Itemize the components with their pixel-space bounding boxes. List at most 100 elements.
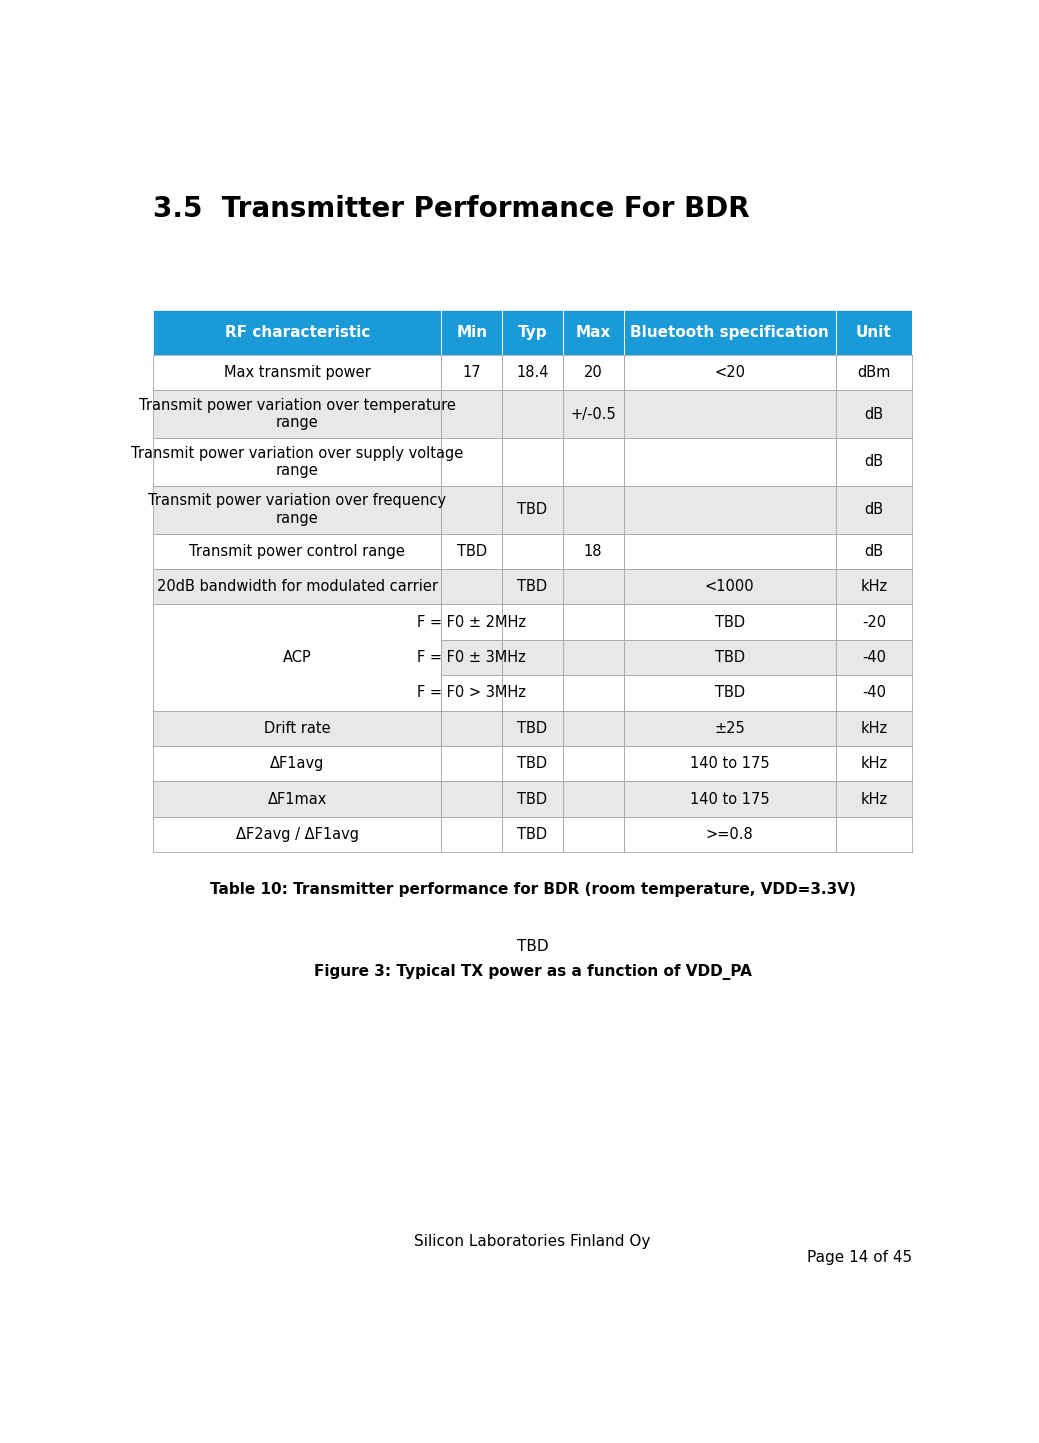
Text: ACP: ACP [283, 649, 312, 665]
Bar [836, 486, 912, 534]
Bar [153, 310, 442, 355]
Text: 140 to 175: 140 to 175 [690, 792, 770, 807]
Text: TBD: TBD [517, 827, 548, 843]
Bar [563, 310, 623, 355]
Bar [153, 534, 442, 569]
Text: TBD: TBD [517, 756, 548, 771]
Bar [153, 569, 442, 605]
Bar [623, 355, 836, 390]
Bar [836, 390, 912, 439]
Text: dBm: dBm [857, 365, 890, 380]
Text: kHz: kHz [860, 579, 887, 595]
Bar [442, 675, 502, 710]
Text: ±25: ±25 [715, 722, 745, 736]
Bar [502, 569, 563, 605]
Bar [502, 439, 563, 486]
Bar [836, 675, 912, 710]
Text: -20: -20 [862, 615, 886, 629]
Bar [442, 817, 502, 853]
Text: Min: Min [456, 325, 487, 341]
Text: 20: 20 [584, 365, 603, 380]
Bar [623, 569, 836, 605]
Bar [836, 605, 912, 639]
Bar [153, 817, 442, 853]
Bar [442, 782, 502, 817]
Bar [442, 569, 502, 605]
Text: TBD: TBD [715, 649, 745, 665]
Text: 3.5  Transmitter Performance For BDR: 3.5 Transmitter Performance For BDR [153, 195, 750, 222]
Bar [502, 390, 563, 439]
Bar [442, 746, 502, 782]
Bar [836, 746, 912, 782]
Bar [563, 746, 623, 782]
Text: Max: Max [576, 325, 611, 341]
Bar [623, 605, 836, 639]
Bar [153, 439, 442, 486]
Bar [563, 639, 623, 675]
Text: TBD: TBD [517, 722, 548, 736]
Bar [563, 355, 623, 390]
Bar [442, 355, 502, 390]
Bar [836, 355, 912, 390]
Text: kHz: kHz [860, 722, 887, 736]
Text: dB: dB [864, 544, 883, 558]
Bar [502, 486, 563, 534]
Text: >=0.8: >=0.8 [705, 827, 753, 843]
Bar [563, 605, 623, 639]
Bar [153, 355, 442, 390]
Bar [502, 639, 563, 675]
Bar [563, 534, 623, 569]
Text: dB: dB [864, 455, 883, 469]
Text: 20dB bandwidth for modulated carrier: 20dB bandwidth for modulated carrier [157, 579, 437, 595]
Text: Transmit power variation over frequency
range: Transmit power variation over frequency … [149, 494, 447, 525]
Bar [836, 534, 912, 569]
Bar [563, 439, 623, 486]
Bar [153, 605, 442, 710]
Text: 17: 17 [462, 365, 481, 380]
Text: Page 14 of 45: Page 14 of 45 [806, 1250, 912, 1266]
Bar [153, 390, 442, 439]
Bar [502, 355, 563, 390]
Text: dB: dB [864, 407, 883, 421]
Bar [623, 710, 836, 746]
Bar [563, 710, 623, 746]
Text: Bluetooth specification: Bluetooth specification [631, 325, 829, 341]
Bar [502, 782, 563, 817]
Text: -40: -40 [862, 685, 886, 700]
Text: TBD: TBD [457, 544, 487, 558]
Bar [563, 675, 623, 710]
Bar [623, 675, 836, 710]
Text: F = F0 ± 2MHz: F = F0 ± 2MHz [418, 615, 527, 629]
Bar [563, 569, 623, 605]
Bar [836, 439, 912, 486]
Text: Transmit power variation over temperature
range: Transmit power variation over temperatur… [139, 398, 456, 430]
Bar [442, 534, 502, 569]
Bar [836, 310, 912, 355]
Bar [836, 782, 912, 817]
Text: 140 to 175: 140 to 175 [690, 756, 770, 771]
Bar [623, 439, 836, 486]
Text: ΔF1max: ΔF1max [268, 792, 327, 807]
Text: kHz: kHz [860, 792, 887, 807]
Text: TBD: TBD [715, 615, 745, 629]
Text: 18.4: 18.4 [516, 365, 549, 380]
Bar [563, 486, 623, 534]
Text: F = F0 > 3MHz: F = F0 > 3MHz [418, 685, 526, 700]
Text: +/-0.5: +/-0.5 [570, 407, 616, 421]
Text: ΔF1avg: ΔF1avg [270, 756, 324, 771]
Bar [563, 782, 623, 817]
Bar [442, 605, 502, 639]
Text: Transmit power variation over supply voltage
range: Transmit power variation over supply vol… [131, 446, 463, 478]
Bar [442, 639, 502, 675]
Bar [623, 534, 836, 569]
Bar [442, 710, 502, 746]
Bar [153, 746, 442, 782]
Text: RF characteristic: RF characteristic [224, 325, 370, 341]
Text: Transmit power control range: Transmit power control range [189, 544, 405, 558]
Bar [563, 390, 623, 439]
Bar [623, 746, 836, 782]
Text: <1000: <1000 [704, 579, 754, 595]
Bar [623, 390, 836, 439]
Text: dB: dB [864, 502, 883, 517]
Text: TBD: TBD [715, 685, 745, 700]
